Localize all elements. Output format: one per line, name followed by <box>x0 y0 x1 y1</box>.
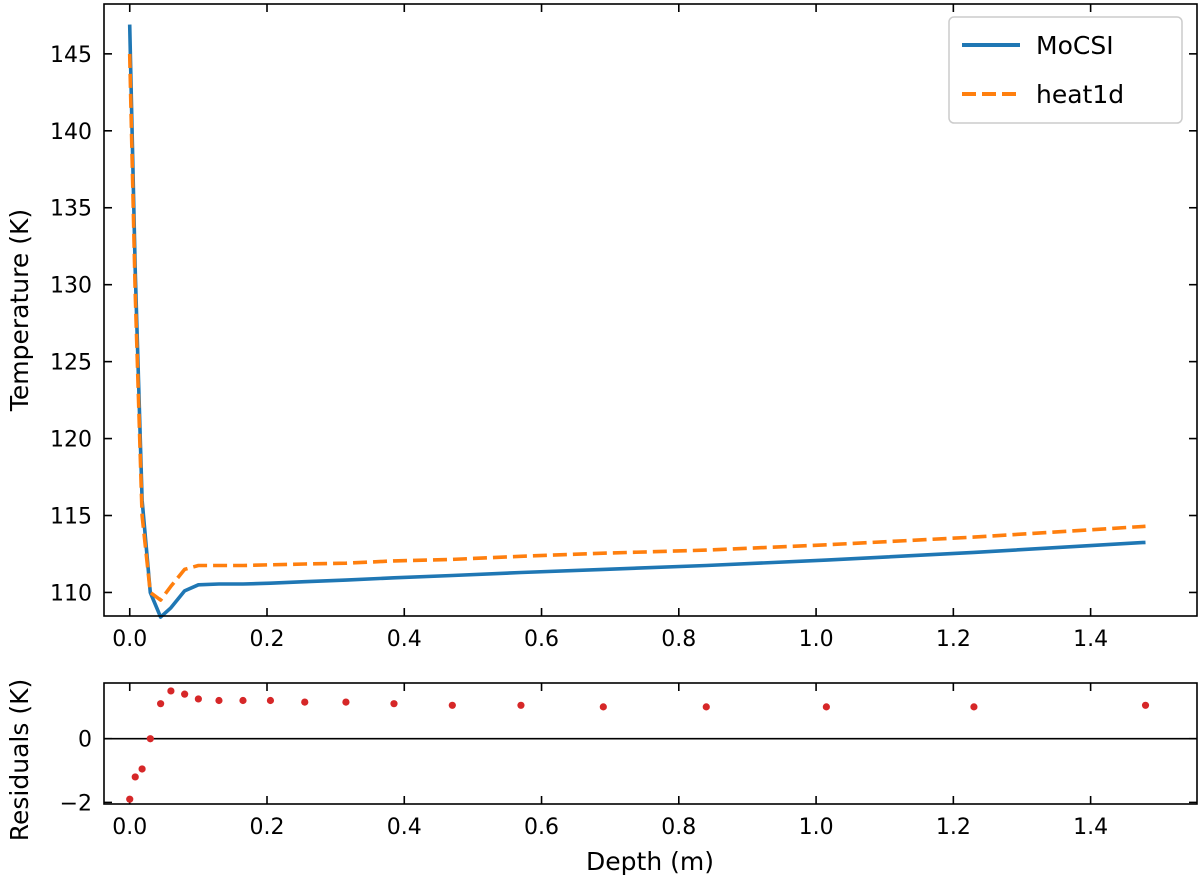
residual-point <box>301 698 309 706</box>
residuals-plot-area <box>104 683 1197 804</box>
legend-heat1d-label: heat1d <box>1036 80 1124 109</box>
temperature-plot-frame <box>103 3 1198 617</box>
residual-point <box>239 696 247 705</box>
top-x-tick-label: 0.0 <box>112 627 147 652</box>
top-y-tick-label: 130 <box>50 274 92 299</box>
residual-point <box>1141 701 1150 709</box>
top-x-tick-label: 0.2 <box>250 627 285 652</box>
top-x-tick-label: 1.0 <box>799 627 834 652</box>
residual-point <box>517 701 525 709</box>
bottom-x-tick-label: 0.6 <box>524 815 559 840</box>
top-x-tick-label: 0.4 <box>387 627 422 652</box>
residuals-panel: 0.0 0.2 0.4 0.6 0.8 1.0 1.2 1.4 −2 0 Residuals (… <box>5 679 1198 876</box>
residual-point <box>822 703 830 711</box>
residuals-series <box>126 687 1150 803</box>
depth-x-axis-label: Depth (m) <box>586 847 714 876</box>
residual-point <box>181 690 189 698</box>
bottom-x-tick-label: 1.0 <box>799 815 834 840</box>
bottom-x-tick-label: 0.0 <box>112 815 147 840</box>
temperature-x-axis: 0.0 0.2 0.4 0.6 0.8 1.0 1.2 1.4 <box>112 4 1108 652</box>
residual-point <box>194 695 202 703</box>
top-y-tick-label: 120 <box>50 428 92 453</box>
top-y-tick-label: 135 <box>50 197 92 222</box>
bottom-x-tick-label: 0.2 <box>250 815 285 840</box>
series-line-heat1d <box>127 53 1146 602</box>
top-y-tick-label: 140 <box>50 120 92 145</box>
residuals-y-axis: −2 0 <box>60 728 1197 816</box>
residual-point <box>266 696 275 705</box>
top-x-tick-label: 0.6 <box>524 627 559 652</box>
residual-point <box>126 795 134 803</box>
series-line-mocsi <box>127 24 1146 619</box>
top-x-tick-label: 1.4 <box>1073 627 1108 652</box>
residual-point <box>702 703 710 711</box>
bottom-x-tick-label: 1.4 <box>1073 815 1108 840</box>
legend: MoCSI heat1d <box>948 16 1183 124</box>
bottom-y-tick-label: 0 <box>78 728 92 753</box>
top-x-tick-label: 1.2 <box>936 627 971 652</box>
residuals-x-axis: 0.0 0.2 0.4 0.6 0.8 1.0 1.2 1.4 <box>112 683 1108 840</box>
residuals-plot-frame <box>103 682 1198 805</box>
residual-point <box>131 773 139 781</box>
residual-point <box>970 703 978 711</box>
top-y-tick-label: 145 <box>50 43 92 68</box>
legend-mocsi-label: MoCSI <box>1036 31 1114 60</box>
residual-point <box>146 735 154 743</box>
residual-point <box>448 701 456 709</box>
temperature-series <box>127 24 1146 619</box>
bottom-y-tick-label: −2 <box>60 791 92 816</box>
residual-point <box>215 696 223 705</box>
residual-point <box>157 700 165 708</box>
top-y-tick-label: 110 <box>50 581 92 606</box>
bottom-x-tick-label: 1.2 <box>936 815 971 840</box>
residual-point <box>167 687 175 695</box>
residual-point <box>138 765 146 773</box>
bottom-x-tick-label: 0.8 <box>661 815 696 840</box>
temperature-y-axis-label: Temperature (K) <box>5 209 34 412</box>
bottom-x-tick-label: 0.4 <box>387 815 422 840</box>
residuals-y-axis-label: Residuals (K) <box>5 679 34 841</box>
temperature-panel: 0.0 0.2 0.4 0.6 0.8 1.0 1.2 1.4 110 115 120 125 130… <box>5 3 1198 652</box>
residual-point <box>342 698 350 706</box>
residual-point <box>599 703 607 711</box>
residual-point <box>390 700 398 708</box>
top-y-tick-label: 125 <box>50 351 92 376</box>
top-x-tick-label: 0.8 <box>661 627 696 652</box>
temperature-y-axis: 110 115 120 125 130 135 140 145 <box>50 43 1197 606</box>
top-y-tick-label: 115 <box>50 505 92 530</box>
